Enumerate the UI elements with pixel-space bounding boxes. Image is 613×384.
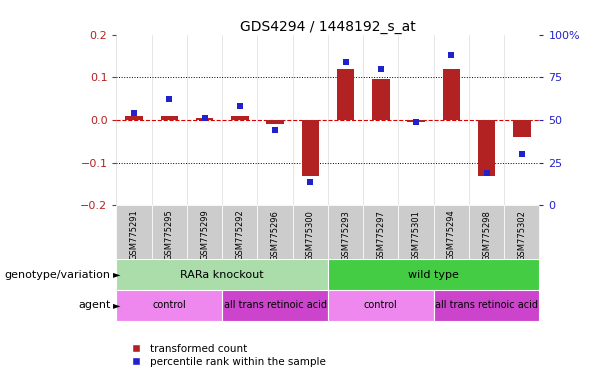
Bar bbox=[407, 120, 425, 122]
Text: control: control bbox=[153, 300, 186, 310]
Bar bbox=[443, 69, 460, 120]
Text: agent: agent bbox=[78, 300, 110, 310]
FancyBboxPatch shape bbox=[398, 205, 433, 259]
FancyBboxPatch shape bbox=[469, 205, 504, 259]
Text: GSM775295: GSM775295 bbox=[165, 210, 174, 260]
Bar bbox=[337, 69, 354, 120]
FancyBboxPatch shape bbox=[433, 290, 539, 321]
Text: GSM775294: GSM775294 bbox=[447, 210, 456, 260]
Text: GSM775301: GSM775301 bbox=[411, 210, 421, 261]
Text: ►: ► bbox=[113, 270, 121, 280]
Text: GSM775296: GSM775296 bbox=[270, 210, 280, 261]
FancyBboxPatch shape bbox=[222, 290, 328, 321]
FancyBboxPatch shape bbox=[187, 205, 222, 259]
Text: control: control bbox=[364, 300, 398, 310]
FancyBboxPatch shape bbox=[116, 290, 222, 321]
FancyBboxPatch shape bbox=[116, 259, 328, 290]
FancyBboxPatch shape bbox=[328, 290, 433, 321]
Text: GSM775302: GSM775302 bbox=[517, 210, 527, 261]
Text: GSM775293: GSM775293 bbox=[341, 210, 350, 261]
Text: RARa knockout: RARa knockout bbox=[180, 270, 264, 280]
FancyBboxPatch shape bbox=[116, 205, 152, 259]
FancyBboxPatch shape bbox=[433, 205, 469, 259]
Text: wild type: wild type bbox=[408, 270, 459, 280]
FancyBboxPatch shape bbox=[152, 205, 187, 259]
FancyBboxPatch shape bbox=[257, 205, 293, 259]
Text: all trans retinoic acid: all trans retinoic acid bbox=[224, 300, 327, 310]
FancyBboxPatch shape bbox=[293, 205, 328, 259]
Bar bbox=[302, 120, 319, 175]
FancyBboxPatch shape bbox=[328, 205, 363, 259]
FancyBboxPatch shape bbox=[222, 205, 257, 259]
Bar bbox=[196, 118, 213, 120]
Title: GDS4294 / 1448192_s_at: GDS4294 / 1448192_s_at bbox=[240, 20, 416, 33]
Bar bbox=[266, 120, 284, 124]
Text: genotype/variation: genotype/variation bbox=[4, 270, 110, 280]
Text: GSM775299: GSM775299 bbox=[200, 210, 209, 260]
Text: GSM775291: GSM775291 bbox=[129, 210, 139, 260]
Text: GSM775297: GSM775297 bbox=[376, 210, 386, 261]
Bar bbox=[513, 120, 531, 137]
Text: all trans retinoic acid: all trans retinoic acid bbox=[435, 300, 538, 310]
Legend: transformed count, percentile rank within the sample: transformed count, percentile rank withi… bbox=[121, 340, 330, 371]
Bar bbox=[478, 120, 495, 175]
Bar bbox=[372, 79, 390, 120]
Text: GSM775292: GSM775292 bbox=[235, 210, 245, 260]
FancyBboxPatch shape bbox=[363, 205, 398, 259]
Text: ►: ► bbox=[113, 300, 121, 310]
Bar bbox=[231, 116, 249, 120]
FancyBboxPatch shape bbox=[504, 205, 539, 259]
Text: GSM775298: GSM775298 bbox=[482, 210, 491, 261]
FancyBboxPatch shape bbox=[328, 259, 539, 290]
Text: GSM775300: GSM775300 bbox=[306, 210, 315, 261]
Bar bbox=[161, 116, 178, 120]
Bar bbox=[125, 116, 143, 120]
